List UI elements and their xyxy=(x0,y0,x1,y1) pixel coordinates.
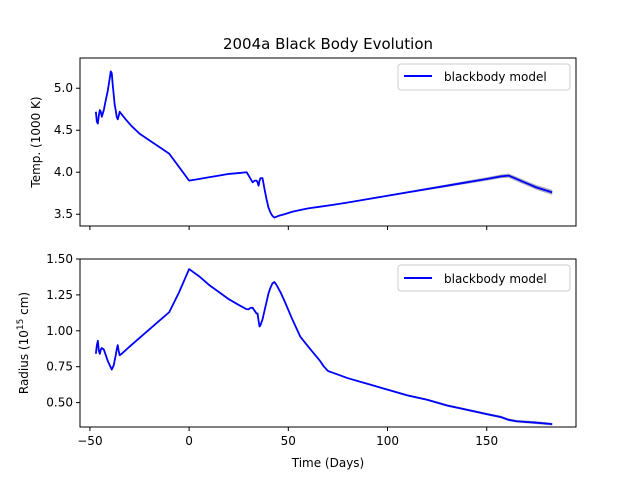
legend-box xyxy=(397,63,571,91)
x-tick-label: 150 xyxy=(475,434,498,448)
radius-y-label-unit: cm) xyxy=(17,292,31,319)
legend-box xyxy=(397,264,571,292)
y-tick-label: 1.00 xyxy=(46,324,73,338)
radius-axes-frame xyxy=(79,258,577,428)
radius-legend: blackbody model xyxy=(397,264,571,292)
temperature-uncertainty-band xyxy=(95,71,553,218)
blackbody-model-line xyxy=(94,70,553,219)
radius-y-ticks: 0.50 0.75 1.00 1.25 1.50 xyxy=(46,252,80,410)
temperature-y-label: Temp. (1000 K) xyxy=(29,96,43,188)
y-tick-label: 1.50 xyxy=(46,252,73,266)
blackbody-model-line xyxy=(94,268,553,426)
temperature-y-ticks: 3.5 4.0 4.5 5.0 xyxy=(54,81,80,221)
temperature-legend: blackbody model xyxy=(397,63,571,91)
temperature-x-ticks xyxy=(89,226,488,230)
radius-x-ticks: −50 0 50 100 150 xyxy=(77,427,498,448)
uncertainty-band-area xyxy=(95,269,553,426)
radius-uncertainty-band xyxy=(95,269,553,426)
x-tick-label: 100 xyxy=(376,434,399,448)
radius-panel: 0.50 0.75 1.00 1.25 1.50 −50 0 50 100 150 Radius… xyxy=(16,252,577,470)
radius-curve xyxy=(94,268,553,426)
y-tick-label: 4.0 xyxy=(54,165,73,179)
temperature-curve xyxy=(94,70,553,219)
y-tick-label: 5.0 xyxy=(54,81,73,95)
y-tick-label: 4.5 xyxy=(54,123,73,137)
legend-label: blackbody model xyxy=(444,70,547,84)
temperature-axes-frame xyxy=(79,57,577,227)
y-tick-label: 0.75 xyxy=(46,360,73,374)
x-axis-label: Time (Days) xyxy=(291,456,365,470)
x-tick-label: 0 xyxy=(185,434,193,448)
y-tick-label: 0.50 xyxy=(46,396,73,410)
x-tick-label: 50 xyxy=(281,434,296,448)
chart-title: 2004a Black Body Evolution xyxy=(223,35,433,53)
x-tick-label: −50 xyxy=(77,434,102,448)
y-tick-label: 3.5 xyxy=(54,207,73,221)
y-tick-label: 1.25 xyxy=(46,288,73,302)
temperature-panel: 2004a Black Body Evolution 3.54.04.55.0 … xyxy=(29,35,577,230)
radius-y-label-exponent: 15 xyxy=(16,319,26,330)
legend-label: blackbody model xyxy=(444,272,547,286)
radius-y-label: Radius (1015 cm) xyxy=(16,292,31,394)
uncertainty-band-area xyxy=(95,71,553,218)
